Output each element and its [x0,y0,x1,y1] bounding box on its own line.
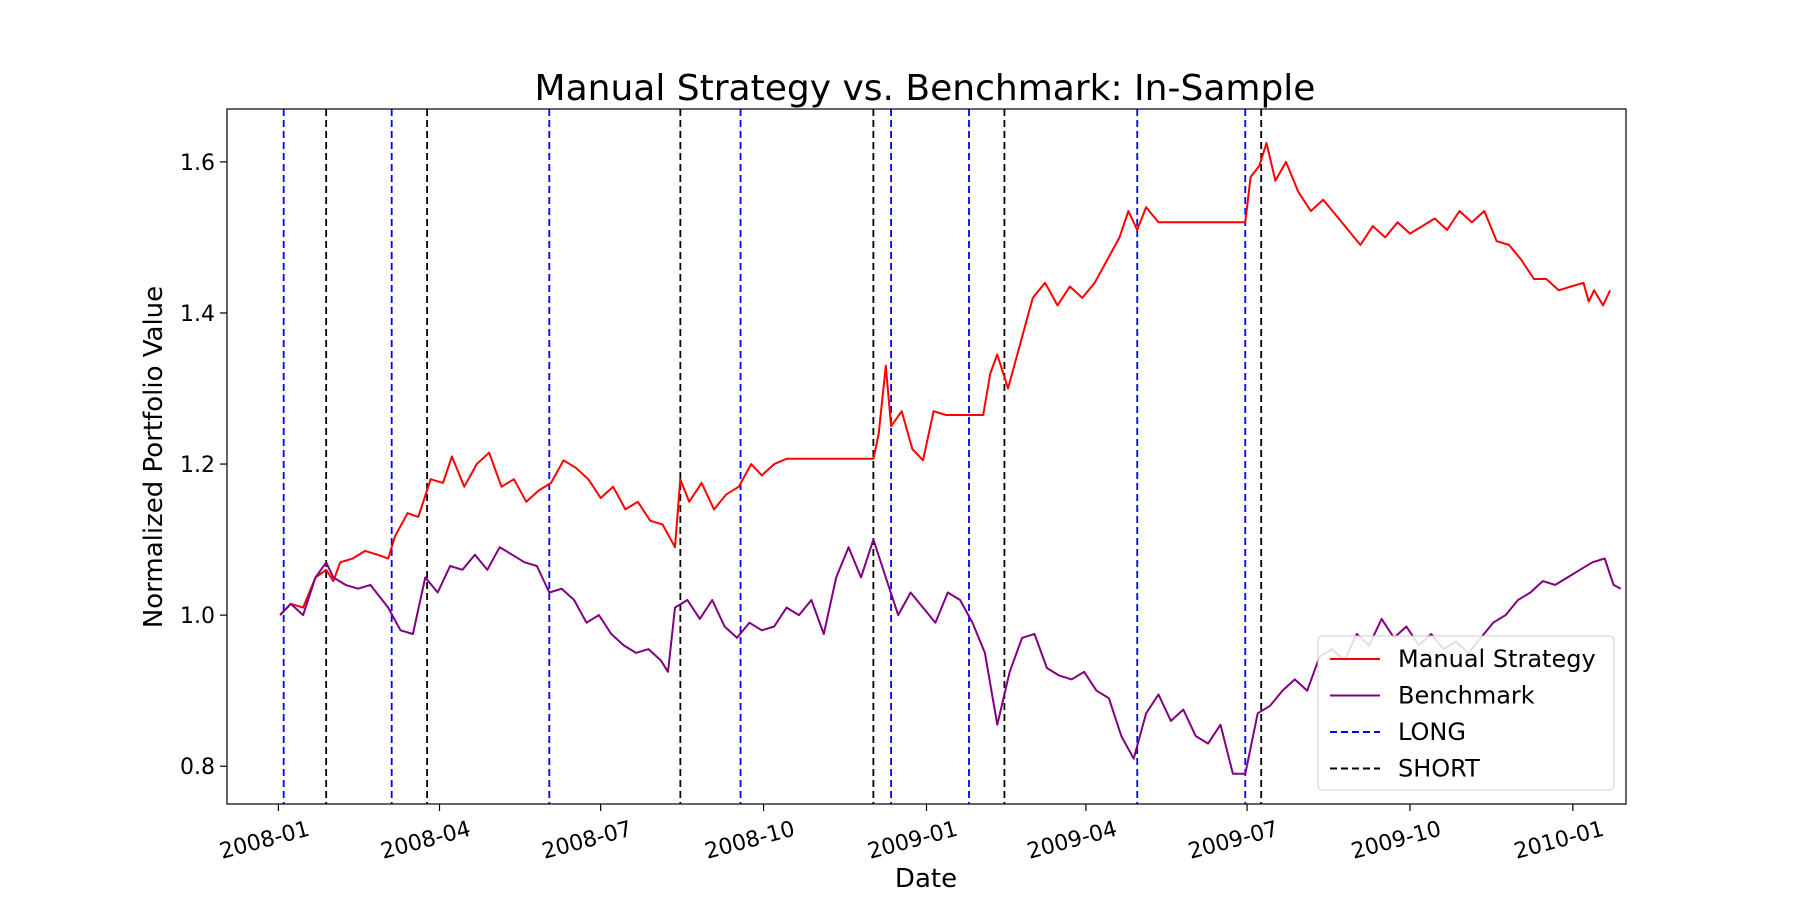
legend-box [1317,635,1615,791]
legend-label: SHORT [1398,755,1480,783]
y-tick-label: 1.6 [180,151,215,176]
series-line-manual-strategy [279,142,1612,616]
series-layer [279,142,1622,775]
y-axis: 0.8 1.0 1.2 1.4 1.6 [180,151,227,780]
legend-label: LONG [1398,718,1466,746]
x-axis-label: Date [895,864,957,894]
legend-label: Manual Strategy [1398,645,1596,673]
y-tick-label: 1.4 [180,302,215,327]
chart-title: Manual Strategy vs. Benchmark: In-Sample [535,68,1316,109]
legend-label: Benchmark [1398,682,1535,710]
y-tick-label: 1.0 [180,604,215,629]
y-tick-label: 0.8 [180,755,215,780]
y-axis-label: Normalized Portfolio Value [139,286,169,628]
series-line-benchmark [279,538,1622,775]
y-tick-label: 1.2 [180,453,215,478]
signal-lines [282,109,1263,804]
legend: Manual Strategy Benchmark LONG SHORT [1317,635,1615,791]
